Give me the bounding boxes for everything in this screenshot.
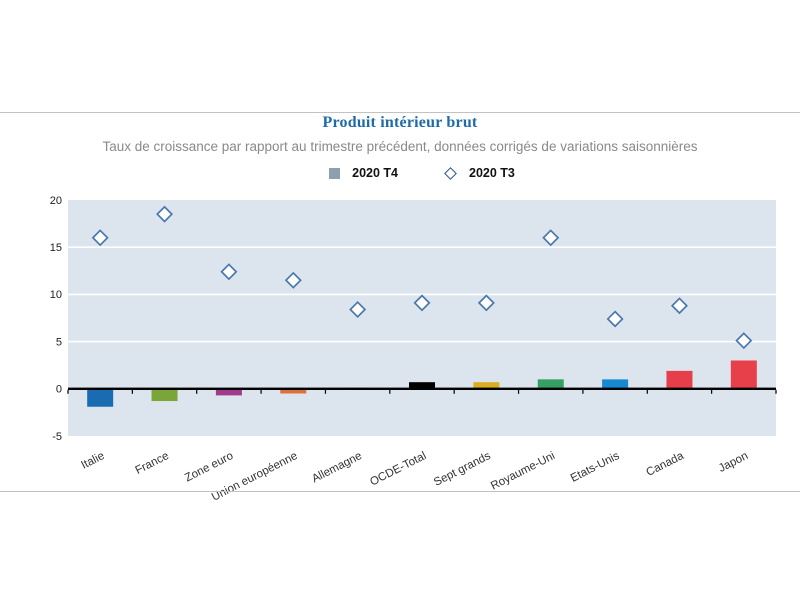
plot-background	[68, 200, 776, 436]
legend-item-t3: 2020 T3	[444, 166, 515, 180]
x-label-zone-euro: Zone euro	[183, 450, 235, 484]
bar-royaume-uni	[537, 379, 564, 389]
chart-legend: 2020 T4 2020 T3	[68, 166, 776, 180]
y-tick-label-0: 0	[56, 384, 62, 396]
marker-allemagne	[349, 301, 367, 319]
y-tick-label-5: 5	[56, 336, 62, 348]
x-label-ocde-total: OCDE-Total	[368, 450, 428, 489]
bar-sept-grands	[473, 382, 500, 389]
x-label-canada: Canada	[644, 450, 686, 479]
x-label-france: France	[134, 450, 171, 477]
marker-france	[156, 205, 174, 223]
marker-zone-euro	[220, 263, 238, 281]
top-divider-line	[0, 112, 800, 113]
x-label-allemagne: Allemagne	[310, 450, 364, 485]
bar-union-europeenne	[280, 388, 307, 394]
chart-subtitle: Taux de croissance par rapport au trimes…	[102, 139, 698, 154]
t4-square-swatch-icon	[329, 167, 341, 179]
bottom-divider-line	[0, 491, 800, 492]
chart-title: Produit intérieur brut	[322, 114, 478, 131]
legend-label-t4: 2020 T4	[352, 166, 398, 180]
marker-sept-grands	[477, 294, 495, 312]
x-label-etats-unis: Etats-Unis	[569, 450, 622, 485]
gdp-chart: 20 15 10 5 0 -5 Italie France Zone euro Union eur…	[0, 190, 800, 520]
y-tick-label-10: 10	[50, 289, 62, 301]
marker-japon	[735, 332, 753, 350]
bar-etats-unis	[602, 379, 629, 389]
x-label-japon: Japon	[717, 450, 750, 475]
legend-item-t4: 2020 T4	[329, 166, 398, 180]
y-tick-label--5: -5	[52, 431, 62, 443]
bar-italie	[87, 388, 114, 407]
marker-royaume-uni	[542, 229, 560, 247]
zero-axis-line	[68, 387, 776, 390]
marker-italie	[91, 229, 109, 247]
legend-label-t3: 2020 T3	[469, 166, 515, 180]
bar-france	[151, 388, 178, 402]
marker-union-europeenne	[284, 271, 302, 289]
y-tick-label-20: 20	[50, 195, 62, 207]
x-label-sept-grands: Sept grands	[432, 450, 493, 489]
bar-ocde-total	[409, 382, 435, 389]
bar-japon	[730, 360, 757, 389]
x-label-royaume-uni: Royaume-Uni	[489, 450, 557, 493]
marker-etats-unis	[606, 310, 624, 328]
bar-zone-euro	[215, 388, 242, 396]
marker-ocde-total	[413, 294, 431, 312]
t3-diamond-swatch-icon	[444, 166, 457, 180]
marker-canada	[670, 297, 688, 315]
x-label-italie: Italie	[79, 450, 106, 472]
bar-canada	[666, 370, 693, 389]
y-tick-label-15: 15	[50, 242, 62, 254]
